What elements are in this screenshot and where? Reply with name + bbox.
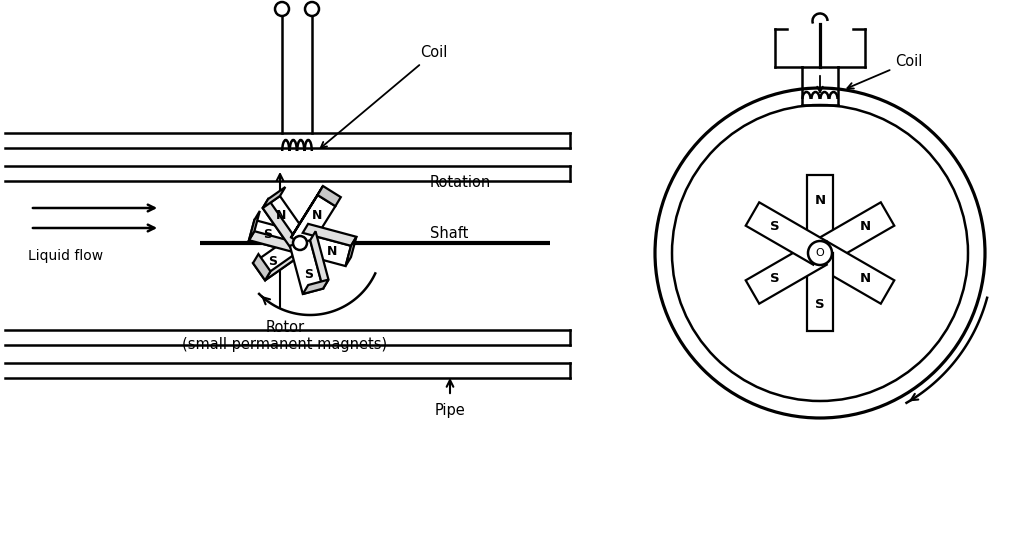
- Polygon shape: [249, 220, 303, 253]
- Polygon shape: [317, 186, 341, 206]
- Text: N: N: [814, 195, 825, 208]
- Polygon shape: [303, 280, 329, 294]
- Polygon shape: [249, 231, 303, 253]
- Text: S: S: [815, 299, 824, 312]
- Text: S: S: [268, 256, 278, 268]
- Text: Coil: Coil: [321, 46, 447, 148]
- Polygon shape: [253, 254, 270, 280]
- Polygon shape: [249, 211, 260, 240]
- Polygon shape: [265, 243, 311, 280]
- Polygon shape: [303, 224, 356, 246]
- Text: N: N: [327, 245, 337, 258]
- Polygon shape: [813, 202, 894, 265]
- Text: S: S: [770, 221, 780, 233]
- Polygon shape: [291, 186, 323, 237]
- Text: Coil: Coil: [848, 54, 923, 89]
- Text: N: N: [859, 221, 870, 233]
- Text: N: N: [312, 209, 323, 222]
- Text: N: N: [275, 209, 287, 223]
- Text: Rotation: Rotation: [430, 175, 492, 190]
- Polygon shape: [291, 195, 336, 249]
- Polygon shape: [745, 242, 826, 303]
- Polygon shape: [807, 253, 834, 331]
- Polygon shape: [263, 187, 286, 208]
- Polygon shape: [345, 237, 356, 266]
- Polygon shape: [310, 231, 329, 288]
- Text: S: S: [263, 228, 272, 241]
- Text: Liquid flow: Liquid flow: [28, 249, 103, 263]
- Polygon shape: [807, 175, 834, 253]
- Text: S: S: [770, 273, 780, 286]
- Polygon shape: [745, 202, 826, 265]
- Circle shape: [293, 236, 307, 250]
- Polygon shape: [290, 240, 324, 294]
- Polygon shape: [263, 196, 308, 249]
- Polygon shape: [263, 199, 297, 249]
- Circle shape: [808, 241, 831, 265]
- Text: N: N: [859, 273, 870, 286]
- Text: Shaft: Shaft: [430, 225, 468, 240]
- Text: Rotor
(small permanent magnets): Rotor (small permanent magnets): [182, 320, 387, 352]
- Text: S: S: [304, 268, 313, 281]
- Text: O: O: [816, 248, 824, 258]
- Polygon shape: [813, 242, 894, 303]
- Text: Pipe: Pipe: [434, 403, 465, 418]
- Polygon shape: [297, 233, 351, 266]
- Polygon shape: [253, 235, 306, 280]
